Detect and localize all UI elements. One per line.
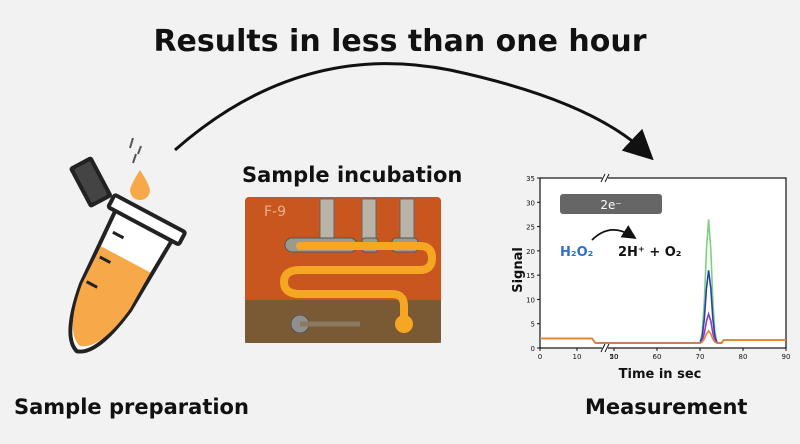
- chip-id: F-9: [264, 204, 286, 220]
- y-tick-label: 35: [526, 175, 535, 183]
- series-line: [540, 329, 786, 344]
- page-title: Results in less than one hour: [153, 24, 647, 59]
- label-preparation: Sample preparation: [14, 395, 249, 419]
- x-axis-label: Time in sec: [619, 367, 702, 382]
- label-measurement: Measurement: [585, 395, 748, 419]
- label-incubation: Sample incubation: [242, 163, 463, 187]
- reactant-text: H₂O₂: [560, 245, 593, 260]
- y-tick-label: 25: [526, 224, 535, 232]
- y-tick-label: 15: [526, 272, 535, 280]
- outlet: [395, 315, 413, 333]
- axis-break: [604, 343, 610, 353]
- axis-break: [600, 343, 606, 353]
- drop-streak: [137, 145, 142, 155]
- y-tick-label: 10: [526, 296, 535, 304]
- x-tick-label: 60: [653, 353, 662, 361]
- y-tick-label: 20: [526, 248, 535, 256]
- electron-text: 2e⁻: [600, 198, 621, 212]
- x-tick-label: 90: [782, 353, 791, 361]
- electron-badge: [560, 194, 662, 214]
- y-tick-label: 0: [531, 345, 535, 353]
- axis-break: [604, 173, 610, 183]
- y-tick-label: 30: [526, 199, 535, 207]
- channel: [279, 242, 437, 326]
- x-tick-label: 10: [573, 353, 582, 361]
- x-tick-label: 0: [538, 353, 542, 361]
- droplet-icon: [130, 170, 150, 200]
- x-tick-label: 70: [696, 353, 705, 361]
- x-tick-label: 20: [610, 353, 619, 361]
- axis-break: [600, 173, 606, 183]
- test-tube-icon: [68, 137, 187, 354]
- y-tick-label: 5: [531, 321, 535, 329]
- x-tick-label: 80: [739, 353, 748, 361]
- y-axis-label: Signal: [511, 247, 526, 293]
- axis-break: [602, 174, 608, 182]
- products-text: 2H⁺ + O₂: [618, 245, 681, 260]
- drop-streak: [129, 137, 134, 149]
- axis-break: [602, 344, 608, 352]
- drop-streak: [132, 153, 137, 164]
- x-tick-label: 50: [610, 353, 619, 361]
